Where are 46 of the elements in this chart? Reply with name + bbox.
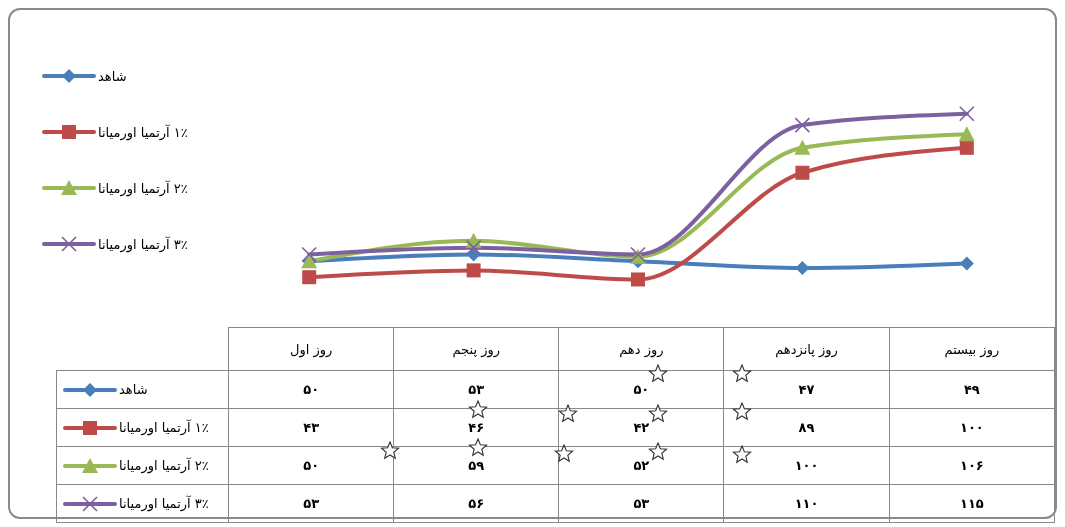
data-label: ۵۹ (393, 446, 559, 485)
legend-label: ۲٪ آرتمیا اورمیانا (98, 180, 188, 196)
data-label: ۱۰۰ (889, 408, 1055, 447)
point (959, 105, 975, 122)
data-label: ۴۷ (723, 370, 890, 409)
point (958, 126, 975, 142)
x-tick-label: روز بیستم (889, 327, 1055, 371)
data-label: ۵۰ (558, 370, 724, 409)
data-label: ۴۳ (228, 408, 394, 447)
x-tick-label: روز دهم (558, 327, 724, 371)
data-label: ۵۰ (228, 446, 394, 485)
text: ۲٪ آرتمیا اورمیانا (119, 458, 209, 473)
x-tick-label: روز پانزدهم (723, 327, 890, 371)
data-label: ۸۹ (723, 408, 890, 447)
point (795, 261, 810, 276)
point (794, 139, 811, 155)
text: ۱٪ آرتمیا اورمیانا (119, 420, 209, 435)
x-tick-label: روز پنجم (393, 327, 559, 371)
legend-label: شاهد (119, 382, 148, 397)
data-label: ۴۶ (393, 408, 559, 447)
data-label: ۵۰ (228, 370, 394, 409)
legend-label: ۳٪ آرتمیا اورمیانا (98, 236, 188, 252)
point (631, 272, 645, 287)
data-label: ۵۳ (558, 484, 724, 523)
point (302, 270, 317, 285)
data-label: ۱۱۵ (889, 484, 1055, 523)
data-label: ۵۳ (393, 370, 559, 409)
point (301, 246, 317, 263)
x-tick-label: روز اول (228, 327, 394, 371)
data-label: ۴۹ (889, 370, 1055, 409)
point (465, 239, 482, 256)
data-label: ۱۱۰ (723, 484, 890, 523)
point (466, 263, 481, 278)
data-label: ۴۲ (558, 408, 724, 447)
data-label: ۱۰۰ (723, 446, 890, 485)
point (795, 165, 810, 180)
legend-label: ۱٪ آرتمیا اورمیانا (98, 124, 188, 140)
point (959, 256, 974, 271)
data-label: ۵۲ (558, 446, 724, 485)
point (959, 140, 974, 155)
data-label: ۵۳ (228, 484, 394, 523)
data-label: ۱۰۶ (889, 446, 1055, 485)
point (794, 117, 811, 133)
text: شاهد (98, 68, 127, 84)
text: ۳٪ آرتمیا اورمیانا (119, 496, 209, 511)
data-label: ۵۶ (393, 484, 559, 523)
